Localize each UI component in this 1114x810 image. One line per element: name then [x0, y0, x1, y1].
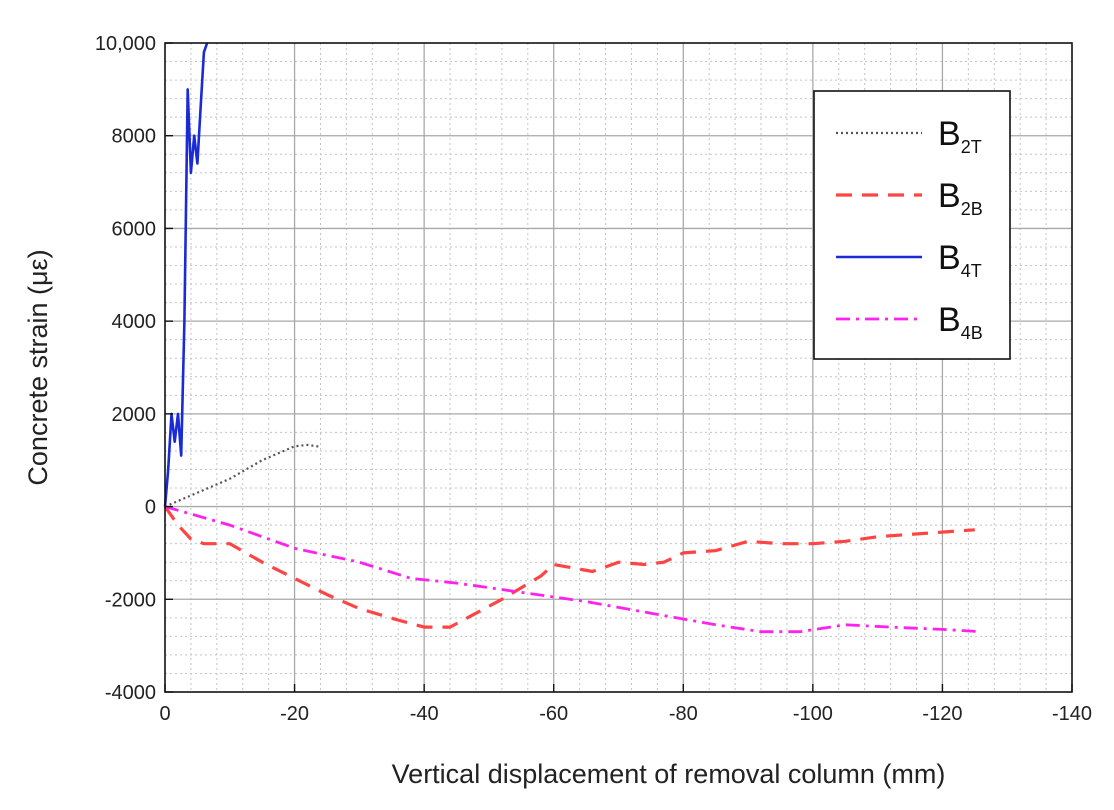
x-axis-title: Vertical displacement of removal column … [392, 759, 946, 789]
x-tick-label: -80 [669, 703, 698, 725]
y-tick-label: 0 [145, 497, 156, 519]
series-line-b4t [163, 42, 209, 507]
y-tick-label: 6000 [112, 218, 157, 240]
x-tick-label: -100 [793, 703, 833, 725]
y-tick-label: -4000 [105, 682, 156, 704]
x-tick-label: -40 [410, 703, 439, 725]
y-tick-label: -2000 [105, 589, 156, 611]
legend-label-subscript: 4B [961, 323, 983, 343]
legend-label-subscript: 2B [961, 199, 983, 219]
x-tick-label: -20 [280, 703, 309, 725]
series-layer [163, 42, 982, 634]
y-tick-label: 10,000 [95, 33, 156, 55]
legend-label-subscript: 4T [961, 261, 982, 281]
x-tick-label: -60 [539, 703, 568, 725]
y-axis-title: Concrete strain (με) [23, 249, 53, 485]
series-line-b4b [164, 505, 982, 634]
ticks-layer: 0 -20 -40 -60 -80 -100 -120 -140 -4000 -2000 0 2000… [95, 33, 1092, 725]
plot-frame [164, 42, 1073, 693]
legend-label-subscript: 2T [961, 137, 982, 157]
y-tick-label: 8000 [112, 126, 157, 148]
x-tick-label: -140 [1052, 703, 1092, 725]
x-tick-label: 0 [159, 703, 170, 725]
x-tick-label: -120 [922, 703, 962, 725]
y-tick-label: 4000 [112, 311, 157, 333]
legend-box [813, 90, 1011, 360]
series-line-b2t [164, 443, 321, 508]
y-tick-label: 2000 [112, 404, 157, 426]
